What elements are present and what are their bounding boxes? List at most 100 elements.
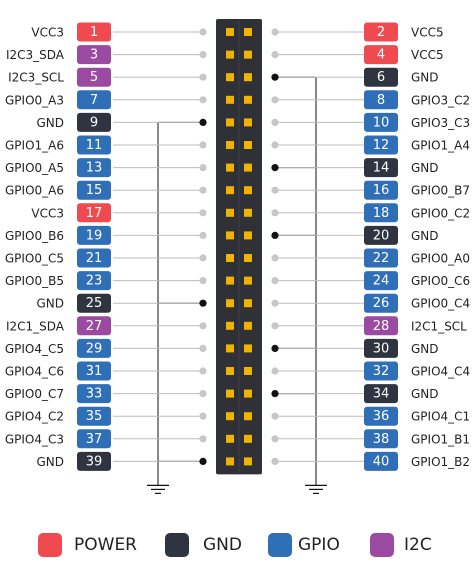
ground-junction-dot bbox=[199, 299, 207, 307]
pin-dot bbox=[271, 28, 279, 36]
pin-label: GPIO0_A0 bbox=[411, 252, 470, 266]
pin-label: VCC5 bbox=[411, 48, 444, 62]
pin-36: 36 GPIO4_C1 bbox=[244, 406, 470, 426]
pin-pad bbox=[226, 276, 234, 285]
pin-pad bbox=[244, 434, 252, 443]
pin-label: GPIO4_C1 bbox=[411, 410, 470, 424]
pin-pad bbox=[244, 299, 252, 308]
pin-number: 4 bbox=[377, 48, 385, 63]
pin-number: 10 bbox=[373, 115, 390, 130]
pin-number-box bbox=[77, 22, 111, 42]
pin-number: 27 bbox=[86, 319, 103, 334]
legend-label: GND bbox=[203, 535, 242, 555]
pin-label: GND bbox=[411, 161, 439, 175]
pin-pad bbox=[244, 276, 252, 285]
pin-6: 6 GND bbox=[244, 67, 439, 87]
pin-label: I2C1_SDA bbox=[6, 319, 65, 333]
pin-number: 34 bbox=[373, 387, 390, 402]
pin-number: 21 bbox=[86, 251, 103, 266]
pin-number: 5 bbox=[90, 70, 98, 85]
pin-number: 33 bbox=[86, 387, 103, 402]
pin-dot bbox=[199, 277, 207, 285]
pin-number: 22 bbox=[373, 251, 390, 266]
pin-number-box bbox=[364, 293, 398, 313]
pin-25: 25 GND bbox=[36, 293, 234, 313]
pin-38: 38 GPIO1_B1 bbox=[244, 429, 470, 449]
pin-number: 30 bbox=[373, 341, 390, 356]
pin-pad bbox=[226, 186, 234, 195]
pin-number-box bbox=[77, 451, 111, 471]
pin-dot bbox=[271, 367, 279, 375]
pin-number-box bbox=[77, 384, 111, 404]
pin-pad bbox=[226, 254, 234, 262]
legend: POWER GND GPIO I2C bbox=[38, 533, 432, 557]
pin-number: 13 bbox=[86, 161, 103, 176]
pin-dot bbox=[199, 254, 207, 262]
pin-number-box bbox=[77, 225, 111, 245]
pin-pad bbox=[226, 367, 234, 375]
pin-label: GPIO0_A5 bbox=[5, 161, 64, 175]
pin-pad bbox=[244, 412, 252, 421]
pin-26: 26 GPIO0_C4 bbox=[244, 293, 470, 313]
ground-symbol bbox=[147, 484, 169, 494]
pin-label: GPIO0_C7 bbox=[5, 387, 64, 401]
pin-number-box bbox=[364, 45, 398, 65]
pin-31: 31 GPIO4_C6 bbox=[5, 361, 234, 381]
pin-label: GND bbox=[411, 229, 439, 243]
pin-pad bbox=[226, 231, 234, 240]
pin-33: 33 GPIO0_C7 bbox=[5, 384, 234, 404]
pin-number: 36 bbox=[373, 409, 390, 424]
pin-label: GPIO0_B7 bbox=[411, 184, 470, 198]
pin-number: 1 bbox=[90, 25, 98, 40]
ground-junction-dot bbox=[199, 118, 207, 126]
pin-pad bbox=[226, 73, 234, 82]
pin-label: GPIO4_C3 bbox=[5, 432, 64, 446]
pin-number-box bbox=[364, 112, 398, 132]
pin-dot bbox=[199, 73, 207, 81]
pin-pad bbox=[226, 50, 234, 59]
pin-dot bbox=[271, 51, 279, 59]
pin-dot bbox=[199, 164, 207, 172]
pin-number: 18 bbox=[373, 206, 390, 221]
pin-number: 19 bbox=[86, 228, 103, 243]
pin-number-box bbox=[77, 429, 111, 449]
pin-label: GPIO0_A6 bbox=[5, 184, 64, 198]
pin-number-box bbox=[77, 112, 111, 132]
pin-number: 31 bbox=[86, 364, 103, 379]
pin-pad bbox=[244, 231, 252, 240]
pin-number-box bbox=[364, 135, 398, 155]
pin-dot bbox=[199, 231, 207, 239]
pin-9: 9 GND bbox=[36, 112, 234, 132]
pin-number-box bbox=[364, 67, 398, 87]
pin-dot bbox=[271, 322, 279, 330]
pin-pad bbox=[244, 163, 252, 172]
pin-13: 13 GPIO0_A5 bbox=[5, 158, 234, 178]
pin-dot bbox=[199, 96, 207, 104]
pin-pad bbox=[226, 95, 234, 104]
pin-18: 18 GPIO0_C2 bbox=[244, 203, 470, 223]
pin-number-box bbox=[364, 316, 398, 336]
pin-label: I2C3_SDA bbox=[6, 48, 65, 62]
pin-pad bbox=[244, 141, 252, 149]
pin-number: 25 bbox=[86, 296, 103, 311]
pin-number-box bbox=[77, 135, 111, 155]
pin-22: 22 GPIO0_A0 bbox=[244, 248, 470, 268]
pin-1: 1 VCC3 bbox=[31, 22, 234, 42]
pin-label: GPIO0_C2 bbox=[411, 206, 470, 220]
pin-pad bbox=[226, 141, 234, 149]
pin-15: 15 GPIO0_A6 bbox=[5, 180, 234, 200]
pin-number: 37 bbox=[86, 432, 103, 447]
pin-number-box bbox=[364, 338, 398, 358]
pin-label: GPIO4_C2 bbox=[5, 410, 64, 424]
pin-pad bbox=[244, 457, 252, 466]
pin-dot bbox=[199, 322, 207, 330]
pin-pad bbox=[226, 389, 234, 398]
legend-label: POWER bbox=[74, 535, 137, 555]
pin-number: 28 bbox=[373, 319, 390, 334]
pin-dot bbox=[199, 367, 207, 375]
pin-pad bbox=[244, 321, 252, 330]
pin-21: 21 GPIO0_C5 bbox=[5, 248, 234, 268]
pin-7: 7 GPIO0_A3 bbox=[5, 90, 234, 110]
pin-number-box bbox=[364, 22, 398, 42]
